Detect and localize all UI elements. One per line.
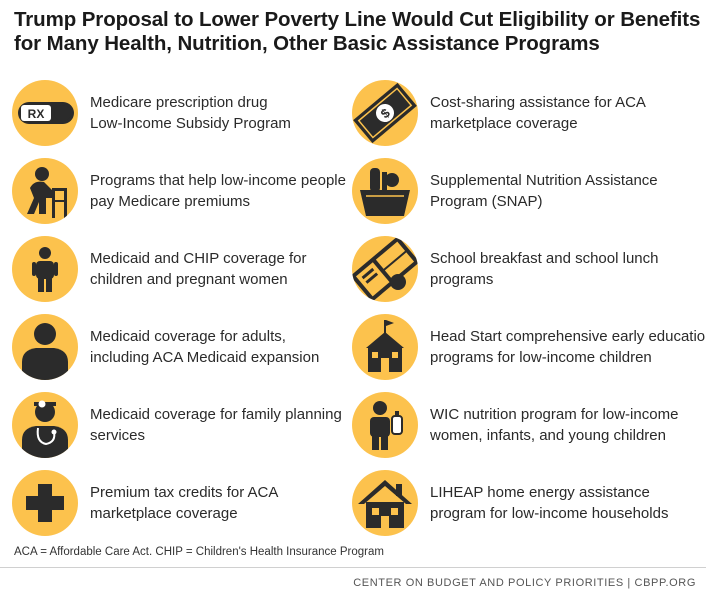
program-label-line-2: programs for low-income children	[430, 349, 652, 366]
program-label-line-2: marketplace coverage	[430, 115, 578, 132]
title-line-1: Trump Proposal to Lower Poverty Line Wou…	[14, 8, 701, 31]
program-label: Programs that help low-income people pay…	[90, 170, 346, 212]
program-label-line-1: Premium tax credits for ACA	[90, 484, 279, 501]
program-label-line-2: program for low-income households	[430, 505, 669, 522]
program-label-line-1: Medicare prescription drug	[90, 94, 268, 111]
program-label-line-1: School breakfast and school lunch	[430, 250, 659, 267]
program-label: Medicaid coverage for family planning se…	[90, 404, 342, 446]
list-item: Programs that help low-income people pay…	[12, 158, 352, 224]
lunch-tray-icon	[352, 236, 418, 302]
program-label-line-2: including ACA Medicaid expansion	[90, 349, 320, 366]
prescription-pill-icon: RX	[12, 80, 78, 146]
program-label-line-2: programs	[430, 271, 494, 288]
list-item: Supplemental Nutrition Assistance Progra…	[352, 158, 706, 224]
house-icon	[352, 470, 418, 536]
program-label-line-2: Low-Income Subsidy Program	[90, 115, 291, 132]
list-item: Medicaid coverage for family planning se…	[12, 392, 352, 458]
program-label: Medicaid and CHIP coverage for children …	[90, 248, 307, 290]
list-item: WIC nutrition program for low-income wom…	[352, 392, 706, 458]
money-bill-icon: $	[352, 80, 418, 146]
list-item: $ Cost-sharing assistance for ACA market…	[352, 80, 706, 146]
child-icon	[12, 236, 78, 302]
doctor-icon	[12, 392, 78, 458]
list-item: Head Start comprehensive early education…	[352, 314, 706, 380]
program-label: Medicare prescription drug Low-Income Su…	[90, 92, 291, 134]
page-title: Trump Proposal to Lower Poverty Line Wou…	[14, 8, 700, 56]
title-line-2: for Many Health, Nutrition, Other Basic …	[14, 32, 600, 55]
program-label: LIHEAP home energy assistance program fo…	[430, 482, 668, 524]
program-label-line-2: services	[90, 427, 146, 444]
program-label-line-2: Program (SNAP)	[430, 193, 543, 210]
program-label-line-1: Medicaid coverage for adults,	[90, 328, 286, 345]
program-label-line-2: women, infants, and young children	[430, 427, 666, 444]
program-label-line-2: children and pregnant women	[90, 271, 288, 288]
divider	[0, 567, 706, 568]
list-item: Premium tax credits for ACA marketplace …	[12, 470, 352, 536]
program-label-line-1: Head Start comprehensive early education	[430, 328, 706, 345]
program-label-line-1: Medicaid and CHIP coverage for	[90, 250, 307, 267]
program-label-line-1: WIC nutrition program for low-income	[430, 406, 679, 423]
program-label: School breakfast and school lunch progra…	[430, 248, 658, 290]
medical-cross-icon	[12, 470, 78, 536]
program-label-line-2: marketplace coverage	[90, 505, 238, 522]
footnote: ACA = Affordable Care Act. CHIP = Childr…	[14, 546, 384, 558]
schoolhouse-icon	[352, 314, 418, 380]
program-label: Premium tax credits for ACA marketplace …	[90, 482, 278, 524]
child-with-bottle-icon	[352, 392, 418, 458]
list-item: RX Medicare prescription drug Low-Income…	[12, 80, 352, 146]
program-label: WIC nutrition program for low-income wom…	[430, 404, 678, 446]
program-label: Head Start comprehensive early education…	[430, 326, 706, 368]
program-label-line-1: LIHEAP home energy assistance	[430, 484, 650, 501]
program-label-line-1: Medicaid coverage for family planning	[90, 406, 342, 423]
program-label-line-1: Supplemental Nutrition Assistance	[430, 172, 658, 189]
program-label-line-2: pay Medicare premiums	[90, 193, 251, 210]
list-item: Medicaid coverage for adults, including …	[12, 314, 352, 380]
list-item: Medicaid and CHIP coverage for children …	[12, 236, 352, 302]
grocery-bag-icon	[352, 158, 418, 224]
list-item: LIHEAP home energy assistance program fo…	[352, 470, 706, 536]
rx-label: RX	[28, 107, 45, 121]
program-label-line-1: Cost-sharing assistance for ACA	[430, 94, 646, 111]
list-item: School breakfast and school lunch progra…	[352, 236, 706, 302]
adult-person-icon	[12, 314, 78, 380]
program-label: Cost-sharing assistance for ACA marketpl…	[430, 92, 646, 134]
program-label-line-1: Programs that help low-income people	[90, 172, 346, 189]
program-label: Medicaid coverage for adults, including …	[90, 326, 319, 368]
elderly-person-walker-icon	[12, 158, 78, 224]
program-label: Supplemental Nutrition Assistance Progra…	[430, 170, 658, 212]
source-credit: CENTER ON BUDGET AND POLICY PRIORITIES |…	[353, 577, 696, 589]
